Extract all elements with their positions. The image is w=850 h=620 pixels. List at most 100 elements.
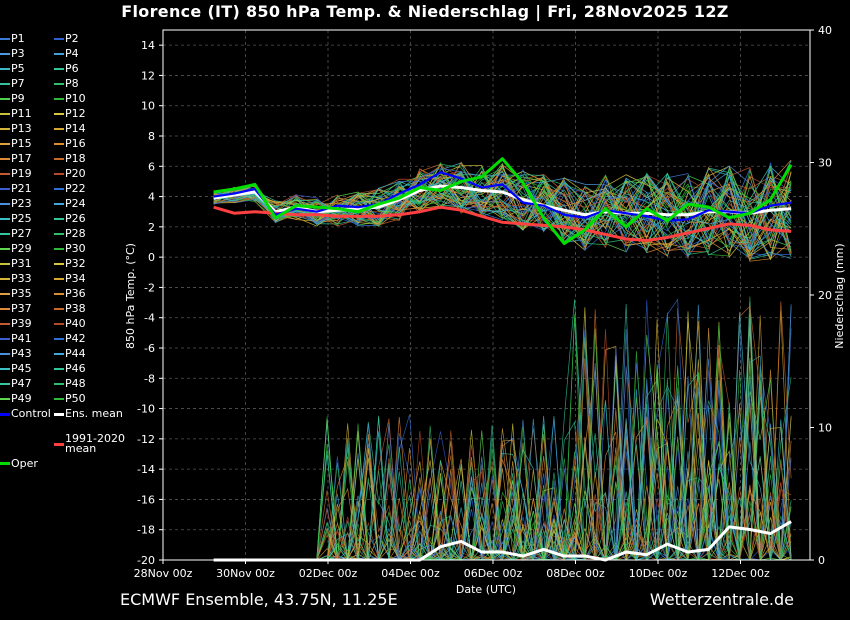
- legend-entry: P9: [0, 92, 25, 106]
- legend-label: P27: [11, 227, 32, 240]
- legend-label: P44: [65, 347, 86, 360]
- legend-swatch: [0, 462, 10, 465]
- legend-swatch: [0, 173, 10, 175]
- legend-swatch: [0, 98, 10, 100]
- legend-entry: P24: [54, 197, 86, 211]
- y-tick-label: -6: [144, 342, 155, 355]
- legend-swatch: [0, 83, 10, 85]
- legend-entry: P17: [0, 152, 32, 166]
- series-line: [213, 157, 793, 246]
- legend-entry: P15: [0, 137, 32, 151]
- y-tick-label: 12: [141, 69, 155, 82]
- y-tick-label: -16: [137, 493, 155, 506]
- legend-label: P46: [65, 362, 86, 375]
- legend-swatch: [54, 83, 64, 85]
- legend-label: P23: [11, 197, 32, 210]
- legend-swatch: [0, 218, 10, 220]
- legend-label: P28: [65, 227, 86, 240]
- legend-swatch: [54, 158, 64, 160]
- member-temp-line: [213, 170, 792, 257]
- legend-swatch: [54, 218, 64, 220]
- legend-swatch: [54, 188, 64, 190]
- legend-swatch: [54, 353, 64, 355]
- member-temp-line: [213, 165, 792, 245]
- legend-swatch: [54, 442, 64, 446]
- legend-entry: P40: [54, 317, 86, 331]
- legend-swatch: [0, 248, 10, 250]
- legend-entry: P25: [0, 212, 32, 226]
- legend-entry: P29: [0, 242, 32, 256]
- legend-swatch: [54, 368, 64, 370]
- x-tick-label: 10Dec 00z: [629, 567, 688, 580]
- legend-label: P25: [11, 212, 32, 225]
- member-temp-line: [213, 166, 792, 253]
- legend-entry: P21: [0, 182, 32, 196]
- x-tick-label: 06Dec 00z: [464, 567, 523, 580]
- legend-label: P45: [11, 362, 32, 375]
- y-tick-label: 10: [141, 100, 155, 113]
- legend-entry: P34: [54, 272, 86, 286]
- legend-entry: P35: [0, 287, 32, 301]
- y-tick-label: 0: [148, 251, 155, 264]
- y2-tick-label: 30: [818, 157, 832, 170]
- legend-entry: P11: [0, 107, 32, 121]
- legend-label: Ens. mean: [65, 407, 123, 420]
- legend-swatch: [54, 308, 64, 310]
- legend-swatch: [54, 338, 64, 340]
- y-tick-label: -20: [137, 554, 155, 567]
- legend-swatch: [54, 203, 64, 205]
- y2-tick-label: 0: [818, 554, 825, 567]
- legend-swatch: [0, 128, 10, 130]
- legend-entry: P20: [54, 167, 86, 181]
- series-line: [213, 205, 792, 242]
- legend-swatch: [54, 323, 64, 325]
- legend-entry: P45: [0, 362, 32, 376]
- legend-label: P34: [65, 272, 86, 285]
- precip-lines: [213, 296, 792, 562]
- y-tick-label: -4: [144, 312, 155, 325]
- legend-entry: P18: [54, 152, 86, 166]
- legend-swatch: [0, 203, 10, 205]
- legend-label: P29: [11, 242, 32, 255]
- y-tick-label: -18: [137, 524, 155, 537]
- legend-swatch: [54, 53, 64, 55]
- x-tick-label: 12Dec 00z: [711, 567, 770, 580]
- legend-label: P33: [11, 272, 32, 285]
- series-line: [213, 171, 792, 222]
- legend-label: P26: [65, 212, 86, 225]
- y-tick-label: 14: [141, 39, 155, 52]
- legend-label: P24: [65, 197, 86, 210]
- legend-entry: P32: [54, 257, 86, 271]
- legend-label: P37: [11, 302, 32, 315]
- legend-label: P35: [11, 287, 32, 300]
- y-axis-label: 850 hPa Temp. (°C): [124, 243, 137, 349]
- legend-swatch: [0, 412, 10, 416]
- legend-label: P5: [11, 62, 25, 75]
- legend-swatch: [0, 323, 10, 325]
- legend-label: P10: [65, 92, 86, 105]
- y2-tick-label: 10: [818, 422, 832, 435]
- y-tick-label: -2: [144, 281, 155, 294]
- legend-entry: P44: [54, 347, 86, 361]
- x-tick-label: 02Dec 00z: [299, 567, 358, 580]
- legend-label: P14: [65, 122, 86, 135]
- legend-label: P8: [65, 77, 79, 90]
- legend-entry: P13: [0, 122, 32, 136]
- legend-label: P3: [11, 47, 25, 60]
- legend-label: P17: [11, 152, 32, 165]
- y-tick-label: 2: [148, 221, 155, 234]
- legend-entry: P30: [54, 242, 86, 256]
- legend-swatch: [0, 353, 10, 355]
- legend-label: P6: [65, 62, 79, 75]
- legend-swatch: [54, 278, 64, 280]
- y2-tick-label: 40: [818, 24, 832, 37]
- legend-swatch: [0, 143, 10, 145]
- legend-swatch: [54, 412, 64, 416]
- legend-label: 1991-2020 mean: [65, 432, 125, 455]
- legend-label: P11: [11, 107, 32, 120]
- legend-label: P48: [65, 377, 86, 390]
- legend-swatch: [0, 158, 10, 160]
- legend-label: P22: [65, 182, 86, 195]
- legend-entry: P3: [0, 47, 25, 61]
- legend-swatch: [0, 308, 10, 310]
